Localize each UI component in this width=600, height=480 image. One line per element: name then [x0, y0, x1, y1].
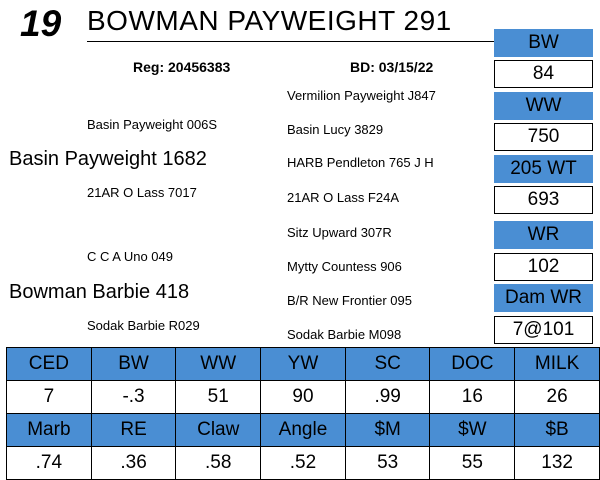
epd-header-row-1: CED BW WW YW SC DOC MILK — [6, 347, 600, 381]
epd-value-row-2: .74 .36 .58 .52 53 55 132 — [6, 446, 600, 480]
sire-name: Basin Payweight 1682 — [9, 148, 207, 170]
epd-label-angle: Angle — [260, 413, 346, 447]
epd-value-marb: .74 — [6, 446, 92, 480]
ggp-5: Sitz Upward 307R — [287, 225, 392, 240]
lot-number: 19 — [20, 3, 62, 44]
epd-label-marb: Marb — [6, 413, 92, 447]
dam-wr-value: 7@101 — [494, 316, 593, 344]
animal-name: BOWMAN PAYWEIGHT 291 — [87, 5, 452, 36]
epd-value-doc: 16 — [429, 380, 516, 414]
epd-value-sc: .99 — [344, 380, 431, 414]
epd-header-row-2: Marb RE Claw Angle $M $W $B — [6, 413, 600, 447]
dam-sire: C C A Uno 049 — [87, 249, 173, 264]
ggp-7: B/R New Frontier 095 — [287, 293, 412, 308]
epd-label-ced: CED — [6, 347, 92, 381]
epd-label-w: $W — [429, 413, 516, 447]
sire-sire: Basin Payweight 006S — [87, 117, 218, 132]
epd-value-b: 132 — [514, 446, 600, 480]
epd-value-w: 55 — [429, 446, 516, 480]
ggp-1: Vermilion Payweight J847 — [287, 88, 436, 103]
registration-number: Reg: 20456383 — [133, 59, 231, 75]
epd-label-sc: SC — [344, 347, 431, 381]
ww-header: WW — [494, 92, 593, 120]
ggp-4: 21AR O Lass F24A — [287, 190, 399, 205]
birth-date: BD: 03/15/22 — [350, 59, 434, 75]
epd-label-re: RE — [90, 413, 177, 447]
epd-value-milk: 26 — [514, 380, 600, 414]
epd-label-milk: MILK — [514, 347, 600, 381]
205wt-value: 693 — [494, 186, 593, 214]
ggp-8: Sodak Barbie M098 — [287, 327, 402, 342]
epd-value-ww: 51 — [175, 380, 262, 414]
dam-wr-header: Dam WR — [494, 284, 593, 312]
ggp-3: HARB Pendleton 765 J H — [287, 155, 434, 170]
title-underline — [87, 41, 494, 42]
ww-value: 750 — [494, 123, 593, 151]
wr-header: WR — [494, 221, 593, 249]
epd-label-bw: BW — [90, 347, 177, 381]
dam-name: Bowman Barbie 418 — [9, 281, 190, 303]
sire-dam: 21AR O Lass 7017 — [87, 185, 197, 200]
epd-value-bw: -.3 — [90, 380, 177, 414]
epd-value-yw: 90 — [260, 380, 346, 414]
epd-label-b: $B — [514, 413, 600, 447]
epd-value-re: .36 — [90, 446, 177, 480]
epd-label-claw: Claw — [175, 413, 262, 447]
205wt-header: 205 WT — [494, 155, 593, 183]
epd-label-ww: WW — [175, 347, 262, 381]
epd-value-m: 53 — [344, 446, 431, 480]
epd-value-row-1: 7 -.3 51 90 .99 16 26 — [6, 380, 600, 414]
epd-table: CED BW WW YW SC DOC MILK 7 -.3 51 90 .99… — [6, 347, 600, 480]
bw-header: BW — [494, 29, 593, 57]
epd-label-m: $M — [344, 413, 431, 447]
epd-value-angle: .52 — [260, 446, 346, 480]
dam-dam: Sodak Barbie R029 — [87, 318, 200, 333]
bw-value: 84 — [494, 60, 593, 88]
epd-value-ced: 7 — [6, 380, 92, 414]
wr-value: 102 — [494, 253, 593, 281]
ggp-6: Mytty Countess 906 — [287, 259, 402, 274]
epd-label-doc: DOC — [429, 347, 516, 381]
epd-value-claw: .58 — [175, 446, 262, 480]
ggp-2: Basin Lucy 3829 — [287, 122, 384, 137]
epd-label-yw: YW — [260, 347, 346, 381]
